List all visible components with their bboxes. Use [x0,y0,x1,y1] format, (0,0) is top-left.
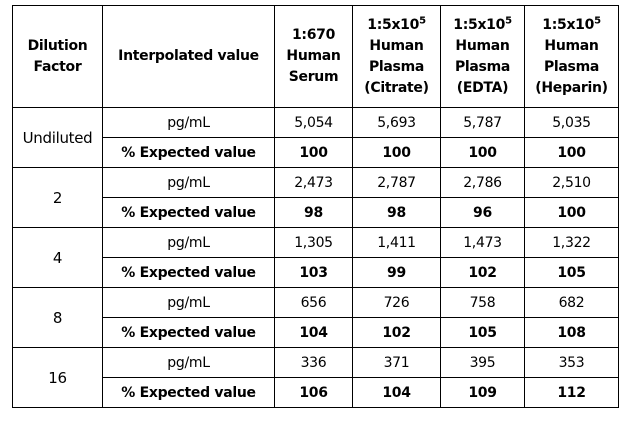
value-cell: 100 [440,137,525,168]
header-cell: 1:5x105 Human Plasma (EDTA) [440,5,525,108]
value-cell: 395 [440,347,525,378]
value-cell: 5,035 [524,107,619,138]
header-line: Human [369,37,424,54]
header-superscript: 5 [419,14,426,26]
data-row: Undiluted pg/mL 5,054 5,693 5,787 5,035 [12,107,619,168]
value-cell: 1,411 [352,227,441,258]
header-line: Serum [288,69,339,85]
data-row: % Expected value 100 100 100 100 [13,137,619,168]
value-cell: 100 [524,197,619,228]
row-label: pg/mL [102,107,275,138]
data-row: % Expected value 104 102 105 108 [13,317,619,348]
row-label: pg/mL [102,227,275,258]
value-cell: 103 [274,257,353,288]
header-line: Dilution [27,37,88,54]
header-cell: Dilution Factor [12,5,103,108]
value-cell: 112 [524,377,619,408]
value-cell: 2,510 [524,167,619,198]
header-line: Human [455,37,510,54]
header-row: Dilution Factor Interpolated value 1:670 Hum… [12,5,619,108]
header-line: (Heparin) [535,79,608,96]
value-cell: 98 [352,197,441,228]
header-cell: 1:5x105 Human Plasma (Heparin) [524,5,619,108]
value-cell: 5,693 [352,107,441,138]
value-cell: 656 [274,287,353,318]
header-line: Interpolated value [118,48,259,64]
value-cell: 336 [274,347,353,378]
header-line: 1:5x105 [367,14,426,33]
data-row: 16 pg/mL 336 371 395 353 [12,347,619,408]
value-cell: 682 [524,287,619,318]
value-cell: 1,473 [440,227,525,258]
header-cell: 1:670 Human Serum [274,5,353,108]
data-row: 2 pg/mL 2,473 2,787 2,786 2,510 [12,167,619,228]
row-label: % Expected value [102,377,275,408]
value-cell: 1,322 [524,227,619,258]
value-cell: 106 [274,377,353,408]
value-cell: 1,305 [274,227,353,258]
value-cell: 102 [440,257,525,288]
header-line: Human [544,37,599,54]
header-superscript: 5 [594,14,601,26]
data-row: 8 pg/mL 656 726 758 682 [12,287,619,348]
table-body: Dilution Factor Interpolated value 1:670 Hum… [12,5,619,408]
value-cell: 105 [524,257,619,288]
row-label: pg/mL [102,347,275,378]
value-cell: 2,787 [352,167,441,198]
value-cell: 353 [524,347,619,378]
value-cell: 96 [440,197,525,228]
row-label: pg/mL [102,287,275,318]
dilution-cell: 2 [12,167,103,228]
header-text: 1:5x10 [453,16,506,33]
header-line: (EDTA) [456,79,509,96]
value-cell: 98 [274,197,353,228]
value-cell: 100 [524,137,619,168]
header-line: 1:5x105 [453,14,512,33]
value-cell: 100 [352,137,441,168]
row-label: % Expected value [102,197,275,228]
data-row: % Expected value 106 104 109 112 [13,377,619,408]
header-line: 1:5x105 [542,14,601,33]
value-cell: 2,473 [274,167,353,198]
value-cell: 726 [352,287,441,318]
data-row: % Expected value 98 98 96 100 [13,197,619,228]
header-line: Plasma [543,58,600,75]
row-label: pg/mL [102,167,275,198]
value-cell: 104 [274,317,353,348]
dilution-cell: 8 [12,287,103,348]
value-cell: 100 [274,137,353,168]
value-cell: 104 [352,377,441,408]
header-text: 1:5x10 [542,16,595,33]
dilution-cell: Undiluted [12,107,103,168]
dilution-cell: 16 [12,347,103,408]
dilution-table: Dilution Factor Interpolated value 1:670 Hum… [12,5,619,408]
row-label: % Expected value [102,317,275,348]
value-cell: 758 [440,287,525,318]
header-superscript: 5 [505,14,512,26]
header-cell: Interpolated value [102,5,275,108]
header-text: 1:5x10 [367,16,420,33]
value-cell: 371 [352,347,441,378]
value-cell: 5,787 [440,107,525,138]
row-label: % Expected value [102,257,275,288]
value-cell: 5,054 [274,107,353,138]
value-cell: 108 [524,317,619,348]
header-line: Plasma [368,58,425,75]
header-line: Factor [33,58,82,75]
data-row: 4 pg/mL 1,305 1,411 1,473 1,322 [12,227,619,288]
value-cell: 2,786 [440,167,525,198]
header-line: (Citrate) [364,79,429,96]
value-cell: 109 [440,377,525,408]
header-line: Human [286,48,341,64]
value-cell: 102 [352,317,441,348]
row-label: % Expected value [102,137,275,168]
dilution-cell: 4 [12,227,103,288]
header-cell: 1:5x105 Human Plasma (Citrate) [352,5,441,108]
header-line: 1:670 [291,27,336,43]
header-line: Plasma [454,58,511,75]
value-cell: 99 [352,257,441,288]
value-cell: 105 [440,317,525,348]
data-row: % Expected value 103 99 102 105 [13,257,619,288]
